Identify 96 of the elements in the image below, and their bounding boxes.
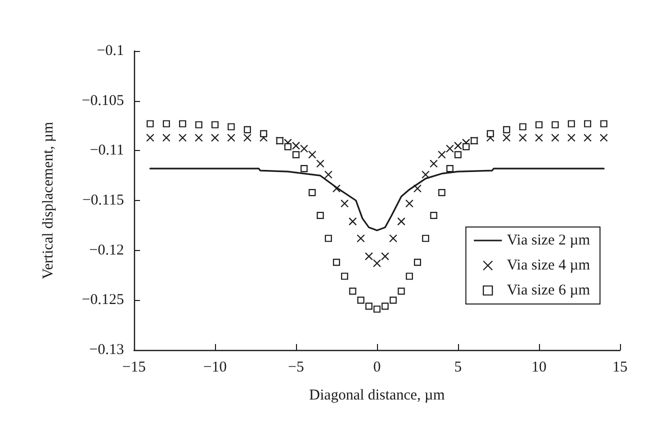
x-tick-label: 10 bbox=[532, 360, 546, 376]
point bbox=[584, 134, 592, 142]
y-axis-title: Vertical displacement, µm bbox=[40, 122, 56, 280]
point bbox=[551, 134, 560, 142]
point bbox=[390, 296, 397, 304]
y-tick-label: −0.105 bbox=[82, 92, 124, 109]
point bbox=[600, 120, 608, 128]
point bbox=[446, 144, 454, 153]
x-tick-label: 5 bbox=[454, 360, 462, 376]
x-tick-label: 0 bbox=[373, 360, 381, 376]
point bbox=[300, 165, 308, 172]
point bbox=[227, 134, 236, 142]
point bbox=[422, 234, 430, 242]
point bbox=[194, 134, 203, 142]
point bbox=[244, 126, 251, 134]
point bbox=[178, 134, 187, 142]
point bbox=[405, 199, 414, 208]
legend-label: Via size 2 µm bbox=[506, 232, 590, 248]
point bbox=[398, 288, 405, 295]
point bbox=[308, 188, 316, 196]
point bbox=[324, 170, 332, 179]
point bbox=[340, 199, 349, 208]
x-tick-label: −15 bbox=[122, 360, 146, 376]
y-tick-label: −0.12 bbox=[89, 242, 124, 258]
point bbox=[430, 212, 438, 219]
point bbox=[364, 252, 373, 260]
point bbox=[518, 134, 527, 142]
point bbox=[397, 217, 406, 226]
point bbox=[365, 302, 372, 310]
point bbox=[414, 258, 422, 266]
point bbox=[552, 121, 559, 128]
point bbox=[228, 123, 235, 130]
point bbox=[534, 134, 544, 142]
point bbox=[316, 212, 324, 219]
point bbox=[503, 126, 510, 134]
x-tick-label: 15 bbox=[612, 360, 628, 376]
x-axis-title: Diagonal distance, µm bbox=[309, 388, 446, 404]
point bbox=[146, 120, 154, 128]
point bbox=[332, 258, 340, 266]
point bbox=[382, 302, 389, 310]
point bbox=[446, 165, 454, 172]
point bbox=[462, 138, 470, 147]
point bbox=[381, 252, 390, 260]
point bbox=[162, 134, 170, 142]
point bbox=[324, 234, 332, 242]
point bbox=[502, 134, 511, 142]
point bbox=[430, 160, 438, 168]
point bbox=[422, 170, 430, 179]
point bbox=[356, 234, 365, 242]
y-tick-label: −0.125 bbox=[82, 292, 124, 308]
point bbox=[292, 142, 300, 150]
point bbox=[568, 120, 575, 128]
y-tick-label: −0.1 bbox=[96, 43, 124, 59]
point bbox=[357, 296, 364, 304]
point bbox=[372, 259, 382, 268]
line-series bbox=[149, 168, 605, 232]
point bbox=[389, 234, 398, 242]
point bbox=[210, 134, 220, 142]
point bbox=[162, 120, 170, 128]
point bbox=[211, 121, 219, 128]
y-tick-label: −0.11 bbox=[90, 142, 124, 159]
point bbox=[316, 160, 324, 168]
point bbox=[535, 121, 543, 128]
point bbox=[260, 130, 268, 138]
point bbox=[584, 120, 592, 128]
y-tick-label: −0.115 bbox=[82, 192, 124, 208]
legend-label: Via size 6 µm bbox=[506, 282, 590, 298]
point bbox=[438, 188, 446, 196]
point bbox=[332, 184, 341, 193]
point bbox=[462, 143, 470, 150]
point bbox=[195, 121, 202, 128]
point bbox=[454, 151, 462, 158]
point bbox=[519, 123, 526, 130]
point bbox=[284, 143, 292, 150]
point bbox=[341, 272, 348, 280]
point bbox=[300, 144, 308, 153]
x-tick-label: −5 bbox=[288, 360, 304, 376]
point bbox=[567, 134, 576, 142]
point bbox=[373, 306, 381, 313]
point bbox=[454, 142, 462, 150]
point bbox=[243, 134, 252, 142]
y-tick-label: −0.13 bbox=[89, 342, 124, 358]
point bbox=[406, 272, 413, 280]
point bbox=[146, 134, 154, 142]
point bbox=[348, 217, 357, 226]
point bbox=[486, 130, 494, 138]
point bbox=[600, 134, 608, 142]
point bbox=[413, 184, 422, 193]
legend-label: Via size 4 µm bbox=[506, 258, 590, 274]
point bbox=[292, 151, 300, 158]
x-tick-label: −10 bbox=[203, 360, 227, 376]
point bbox=[284, 138, 292, 147]
point bbox=[438, 150, 446, 159]
point bbox=[179, 120, 186, 128]
point bbox=[308, 150, 316, 159]
point bbox=[349, 288, 356, 295]
